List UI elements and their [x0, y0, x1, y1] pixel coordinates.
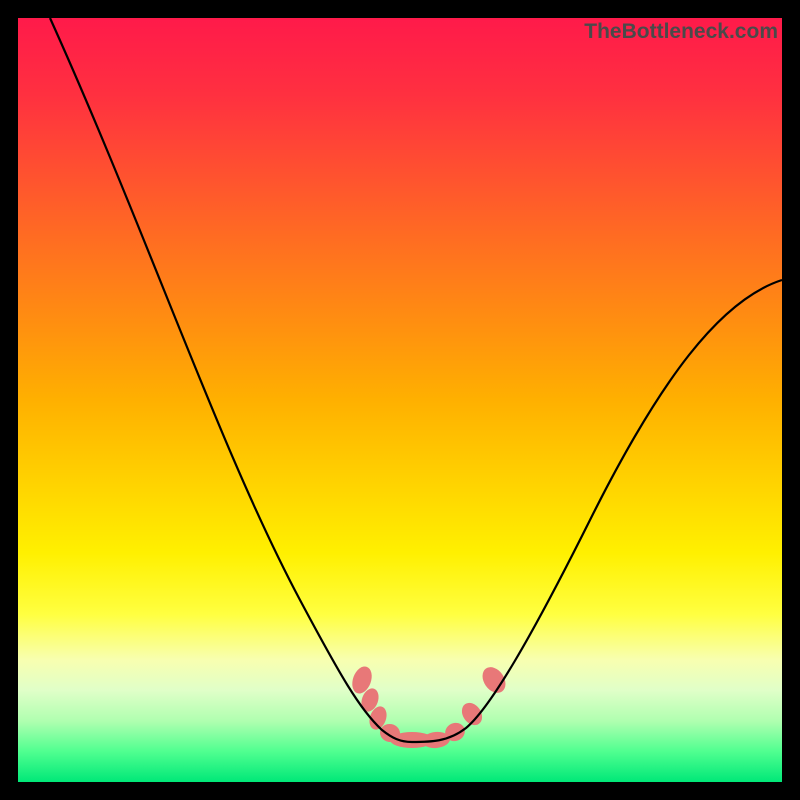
plot-area	[18, 18, 782, 782]
curve-layer	[0, 0, 800, 800]
bottleneck-curve	[50, 18, 782, 742]
chart-container: TheBottleneck.com	[0, 0, 800, 800]
blob-marker	[458, 699, 487, 729]
watermark-text: TheBottleneck.com	[584, 20, 778, 44]
